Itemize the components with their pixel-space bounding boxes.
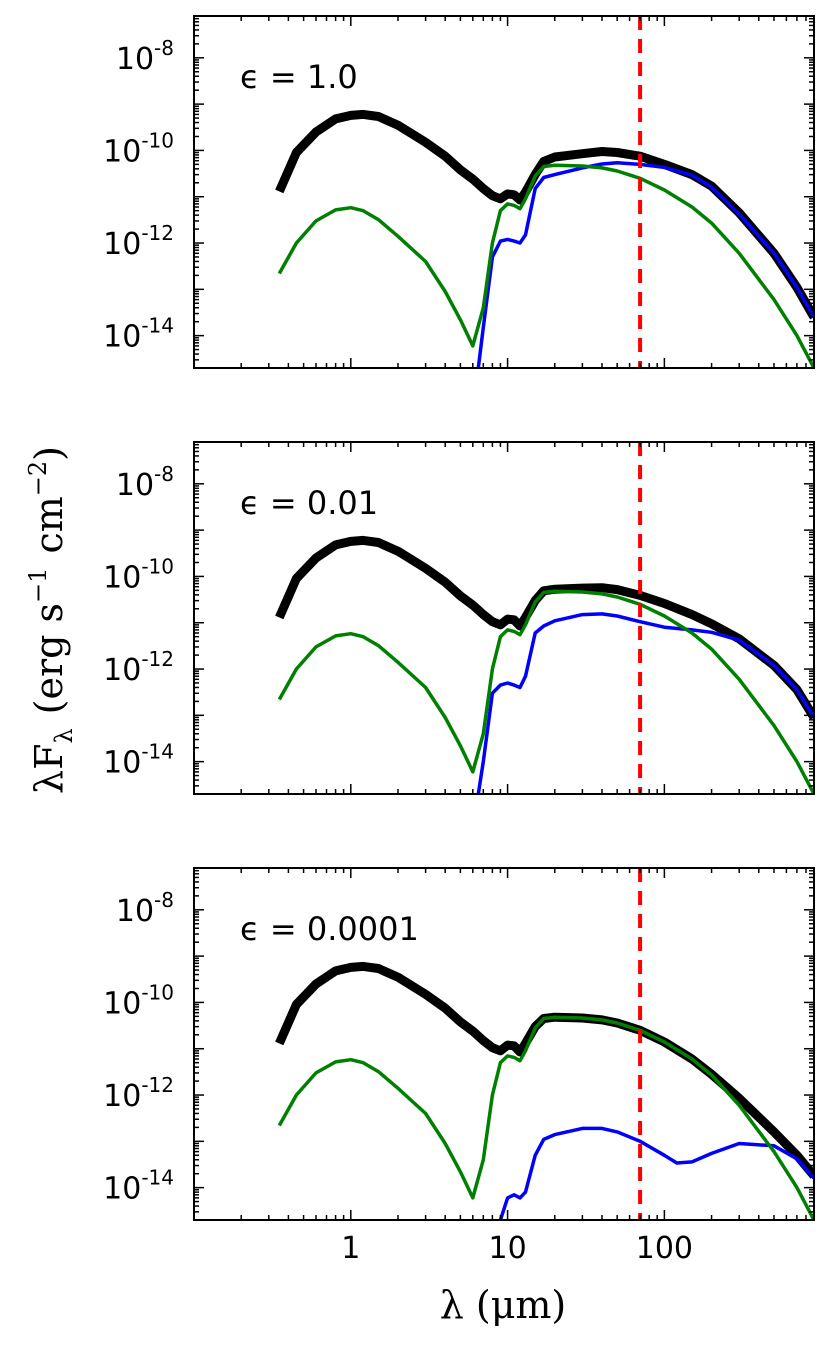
plot-area [275,442,814,794]
y-tick-exponent: -10 [141,554,174,578]
y-axis-title: λFλ (erg s−1 cm−2) [24,446,78,794]
y-tick-exponent: -12 [141,647,174,671]
y-tick-exponent: -8 [154,888,174,912]
series-total-line [275,109,814,320]
y-tick-base: 10 [103,1172,141,1207]
y-tick-base: 10 [103,746,141,781]
y-axis-title-subscript: λ [50,728,78,743]
panel-frame [193,867,815,1221]
x-tick-label: 100 [636,1231,693,1266]
y-axis-title-cm: cm [27,496,71,553]
y-tick-label: 10-14 [103,314,174,355]
y-tick-exponent: -12 [141,221,174,245]
y-axis-title-exp1: −1 [24,568,52,603]
x-axis-title: λ (μm) [440,1283,567,1327]
y-tick-label: 10-12 [103,221,174,262]
series-green-line [277,589,814,794]
y-tick-base: 10 [103,986,141,1021]
y-tick-exponent: -12 [141,1073,174,1097]
x-tick-label: 1 [341,1231,360,1266]
y-tick-exponent: -14 [141,314,174,338]
panel-frame [193,441,815,795]
y-tick-label: 10-12 [103,1073,174,1114]
y-axis-title-main: λF [27,744,71,794]
series-green-line [277,1015,814,1220]
y-tick-label: 10-8 [116,888,174,929]
y-axis-title-close: ) [27,446,71,461]
y-tick-base: 10 [116,468,154,503]
y-tick-base: 10 [103,1079,141,1114]
y-tick-base: 10 [103,227,141,262]
y-tick-base: 10 [116,42,154,77]
y-axis-title-exp2: −2 [24,461,52,496]
epsilon-annotation: ϵ = 1.0 [240,58,358,96]
y-tick-label: 10-10 [103,128,174,169]
y-tick-base: 10 [103,560,141,595]
series-blue-line [498,1126,814,1220]
y-tick-base: 10 [116,894,154,929]
plot-area [275,16,814,368]
epsilon-annotation: ϵ = 0.01 [240,484,378,522]
y-tick-label: 10-14 [103,740,174,781]
y-tick-exponent: -8 [154,36,174,60]
epsilon-annotation: ϵ = 0.0001 [240,910,419,948]
y-tick-label: 10-8 [116,36,174,77]
y-ticks [194,867,814,1221]
plot-area [275,868,814,1220]
y-tick-exponent: -14 [141,740,174,764]
y-tick-base: 10 [103,653,141,688]
series-green-line [277,163,814,368]
x-ticks [193,442,815,794]
y-axis-title-units: (erg s [27,603,71,714]
y-tick-exponent: -10 [141,980,174,1004]
y-tick-label: 10-10 [103,554,174,595]
y-tick-label: 10-12 [103,647,174,688]
panel-frame [193,15,815,369]
y-tick-exponent: -10 [141,128,174,152]
y-tick-base: 10 [103,320,141,355]
series-total-line [275,535,814,720]
x-tick-label: 10 [488,1231,526,1266]
series-blue-line [476,612,814,794]
y-tick-exponent: -14 [141,1166,174,1190]
y-ticks [194,441,814,795]
y-tick-label: 10-8 [116,462,174,503]
y-tick-exponent: -8 [154,462,174,486]
y-tick-label: 10-10 [103,980,174,1021]
x-ticks [193,16,815,368]
y-tick-base: 10 [103,134,141,169]
series-blue-line [476,161,814,368]
y-tick-label: 10-14 [103,1166,174,1207]
y-ticks [194,15,814,369]
